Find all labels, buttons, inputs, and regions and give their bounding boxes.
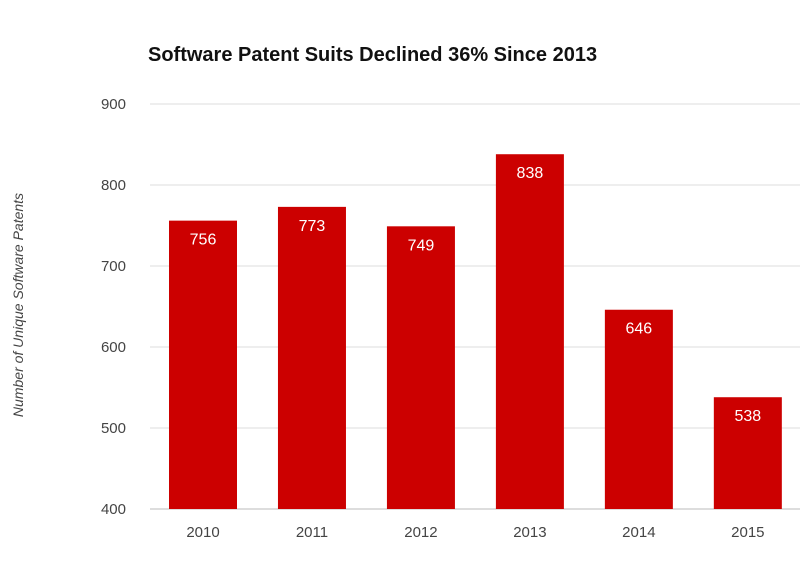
y-tick-label: 400	[101, 501, 126, 518]
bar-2014	[604, 309, 673, 509]
bar-2012	[386, 226, 455, 509]
bar-2011	[277, 206, 346, 509]
x-tick-label: 2012	[404, 524, 437, 541]
x-tick-label: 2015	[731, 524, 764, 541]
y-tick-label: 800	[101, 177, 126, 194]
y-tick-label: 500	[101, 420, 126, 437]
x-axis-ticks: 2010 2011 2012 2013 2014 2015	[186, 524, 764, 541]
bar-value-label: 756	[190, 232, 217, 249]
bar-value-label: 838	[517, 165, 544, 182]
x-tick-label: 2010	[186, 524, 219, 541]
bar-2015	[713, 397, 782, 509]
y-axis-ticks: 400 500 600 700 800 900	[101, 96, 126, 518]
bar-2013	[495, 154, 564, 509]
y-tick-label: 900	[101, 96, 126, 113]
x-tick-label: 2011	[296, 524, 328, 541]
y-tick-label: 700	[101, 258, 126, 275]
bar-value-label: 773	[299, 218, 326, 235]
bars: 756 773 749 838 646 538	[169, 154, 782, 509]
x-tick-label: 2014	[622, 524, 655, 541]
bar-value-label: 749	[408, 237, 435, 254]
bar-2010	[169, 220, 237, 509]
gridlines	[150, 103, 800, 510]
chart-title: Software Patent Suits Declined 36% Since…	[148, 44, 598, 66]
y-tick-label: 600	[101, 339, 126, 356]
x-tick-label: 2013	[513, 524, 546, 541]
bar-value-label: 538	[734, 408, 761, 425]
bar-value-label: 646	[626, 321, 653, 338]
